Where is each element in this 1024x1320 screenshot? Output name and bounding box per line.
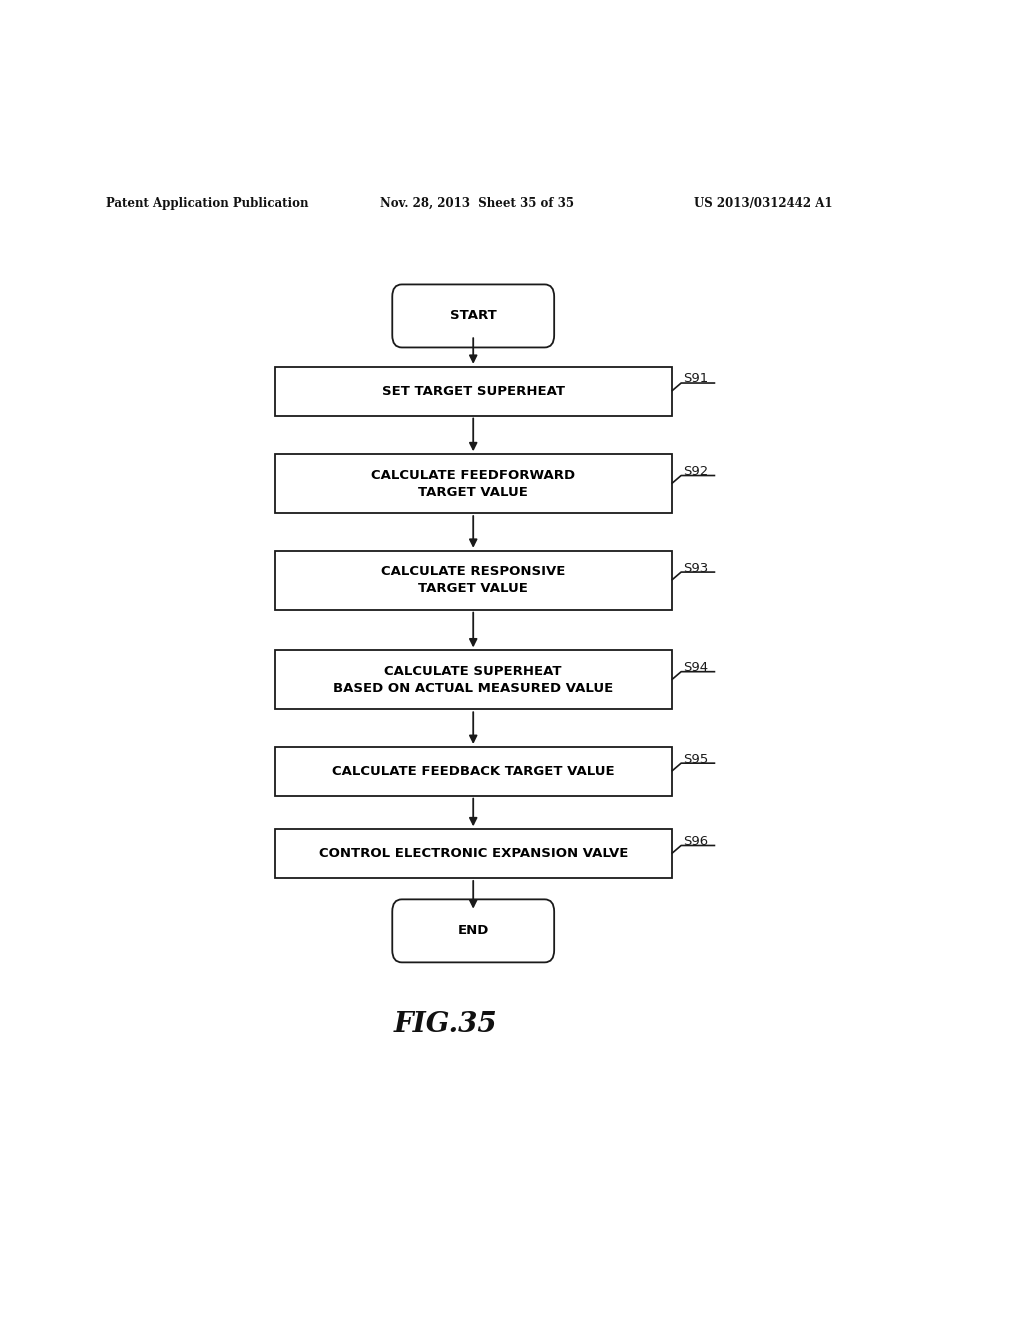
- FancyBboxPatch shape: [274, 651, 672, 709]
- Text: S92: S92: [684, 465, 709, 478]
- Text: CALCULATE FEEDBACK TARGET VALUE: CALCULATE FEEDBACK TARGET VALUE: [332, 764, 614, 777]
- FancyBboxPatch shape: [274, 454, 672, 513]
- Text: S96: S96: [684, 836, 709, 847]
- Text: S95: S95: [684, 752, 709, 766]
- Text: CONTROL ELECTRONIC EXPANSION VALVE: CONTROL ELECTRONIC EXPANSION VALVE: [318, 847, 628, 861]
- Text: Nov. 28, 2013  Sheet 35 of 35: Nov. 28, 2013 Sheet 35 of 35: [380, 197, 574, 210]
- Text: SET TARGET SUPERHEAT: SET TARGET SUPERHEAT: [382, 384, 564, 397]
- Text: END: END: [458, 924, 488, 937]
- Text: CALCULATE RESPONSIVE
TARGET VALUE: CALCULATE RESPONSIVE TARGET VALUE: [381, 565, 565, 595]
- Text: CALCULATE SUPERHEAT
BASED ON ACTUAL MEASURED VALUE: CALCULATE SUPERHEAT BASED ON ACTUAL MEAS…: [333, 665, 613, 694]
- FancyBboxPatch shape: [274, 747, 672, 796]
- FancyBboxPatch shape: [274, 367, 672, 416]
- Text: Patent Application Publication: Patent Application Publication: [106, 197, 308, 210]
- FancyBboxPatch shape: [274, 829, 672, 878]
- Text: S91: S91: [684, 372, 709, 385]
- Text: CALCULATE FEEDFORWARD
TARGET VALUE: CALCULATE FEEDFORWARD TARGET VALUE: [371, 469, 575, 499]
- FancyBboxPatch shape: [274, 550, 672, 610]
- FancyBboxPatch shape: [392, 284, 554, 347]
- Text: START: START: [450, 309, 497, 322]
- Text: S94: S94: [684, 661, 709, 675]
- Text: FIG.35: FIG.35: [393, 1011, 498, 1038]
- Text: US 2013/0312442 A1: US 2013/0312442 A1: [693, 197, 833, 210]
- FancyBboxPatch shape: [392, 899, 554, 962]
- Text: S93: S93: [684, 561, 709, 574]
